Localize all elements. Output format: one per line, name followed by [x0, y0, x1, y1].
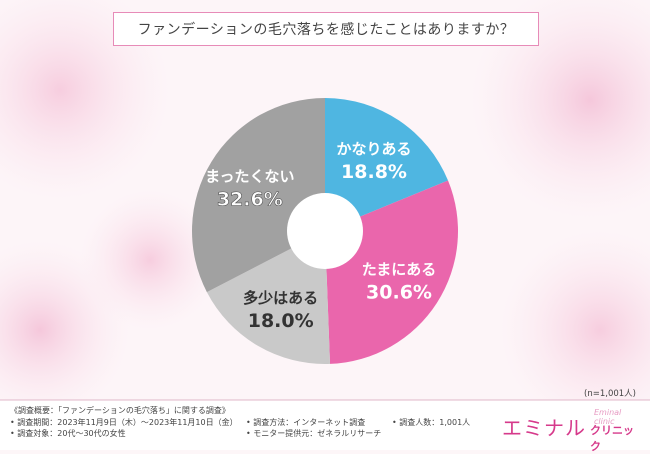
- slice-tamani-aru-value-label: 30.6%: [366, 282, 432, 304]
- slice-mattaku-nai-value-label: 32.6%: [217, 188, 283, 210]
- survey-footer: 《調査概要：「ファンデーションの毛穴落ち」に関する調査》 • 調査期間：2023…: [10, 405, 238, 440]
- slice-kanari-aru-value-label: 18.8%: [341, 161, 407, 183]
- survey-summary: 《調査概要：「ファンデーションの毛穴落ち」に関する調査》: [10, 406, 230, 415]
- logo-main-text: エミナル: [502, 416, 586, 440]
- survey-provider: • モニター提供元：ゼネラルリサーチ: [246, 429, 382, 438]
- sample-size-note: (n=1,001人): [584, 389, 636, 399]
- slice-kanari-aru: [325, 98, 449, 231]
- eminal-clinic-logo: Eminal clinic エミナル クリニック: [502, 408, 642, 453]
- logo-sub-text: クリニック: [590, 424, 634, 453]
- slice-mattaku-nai-label-group: まったくない 32.6%: [205, 167, 294, 210]
- logo-script-text: Eminal clinic: [594, 408, 622, 426]
- slice-tamani-aru-label-group: たまにある 30.6%: [362, 261, 437, 304]
- survey-period: • 調査期間：2023年11月9日（木）～2023年11月10日（金）: [10, 417, 238, 427]
- survey-method: • 調査方法：インターネット調査: [246, 417, 366, 427]
- chart-title: ファンデーションの毛穴落ちを感じたことはありますか？: [113, 12, 539, 46]
- donut-hole: [287, 193, 363, 269]
- slice-mattaku-nai-category-label: まったくない: [205, 167, 294, 185]
- slice-kanari-aru-label-group: かなりある 18.8%: [336, 140, 411, 183]
- slice-tashou-wa-aru-value-label: 18.0%: [248, 310, 314, 332]
- slice-tashou-wa-aru-category-label: 多少はある: [243, 289, 318, 307]
- slice-tamani-aru-category-label: たまにある: [362, 261, 437, 279]
- slice-tashou-wa-aru: [206, 231, 331, 364]
- slice-kanari-aru-category-label: かなりある: [336, 140, 411, 158]
- survey-count: • 調査人数：1,001人: [392, 417, 471, 427]
- slice-tashou-wa-aru-label-group: 多少はある 18.0%: [243, 289, 318, 332]
- survey-target: • 調査対象：20代～30代の女性: [10, 429, 126, 438]
